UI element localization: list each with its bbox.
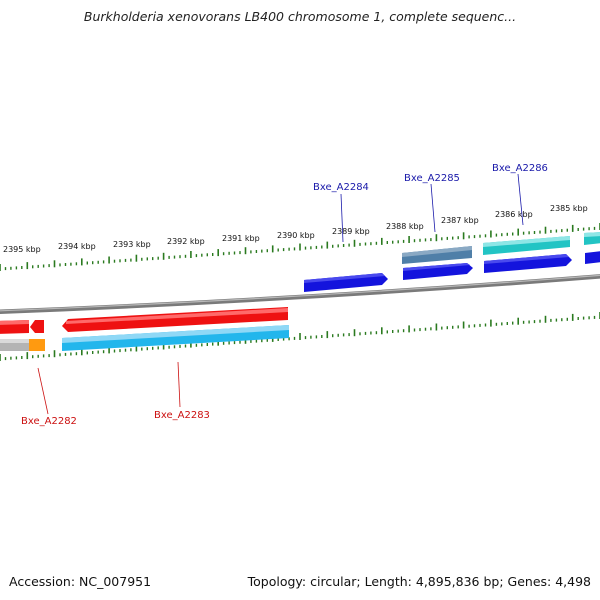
map-title: Burkholderia xenovorans LB400 chromosome… <box>83 9 517 24</box>
gene-label-bxe-a2283[interactable]: Bxe_A2283 <box>154 410 210 421</box>
gene-feature-steel[interactable] <box>402 246 472 264</box>
cds-feature-reverse-3[interactable] <box>62 307 288 332</box>
chromosome-backbone <box>0 274 600 315</box>
cds-feature-forward-3[interactable] <box>484 254 572 273</box>
scale-label: 2394 kbp <box>58 242 96 251</box>
cds-feature-forward-4[interactable] <box>585 251 600 264</box>
callout-line-bxe-a2282 <box>37 367 49 415</box>
chromosome-backbone-highlight <box>0 274 600 312</box>
callout-line-bxe-a2285 <box>430 183 436 233</box>
gene-label-bxe-a2286[interactable]: Bxe_A2286 <box>492 163 548 174</box>
gene-feature-sky[interactable] <box>62 325 289 351</box>
gene-feature-orange[interactable] <box>29 339 45 351</box>
scale-label: 2388 kbp <box>386 222 424 231</box>
scale-label: 2386 kbp <box>495 210 533 219</box>
accession-text: Accession: NC_007951 <box>9 574 152 589</box>
cds-feature-reverse-2[interactable] <box>30 320 44 333</box>
cds-feature-reverse-1[interactable] <box>0 320 29 334</box>
gene-label-bxe-a2285[interactable]: Bxe_A2285 <box>404 173 460 184</box>
scale-labels: 2395 kbp 2394 kbp 2393 kbp 2392 kbp 2391 kbp… <box>3 204 588 254</box>
scale-label: 2391 kbp <box>222 234 260 243</box>
scale-label: 2393 kbp <box>113 240 151 249</box>
scale-ticks-top <box>0 223 600 271</box>
callout-line-bxe-a2286 <box>517 173 524 226</box>
scale-label: 2385 kbp <box>550 204 588 213</box>
gene-feature-grey[interactable] <box>0 339 29 351</box>
scale-label: 2387 kbp <box>441 216 479 225</box>
gene-label-bxe-a2284[interactable]: Bxe_A2284 <box>313 182 369 193</box>
scale-label: 2389 kbp <box>332 227 370 236</box>
cds-feature-forward-2[interactable] <box>403 263 473 280</box>
gene-feature-teal-right[interactable] <box>584 232 600 245</box>
scale-label: 2395 kbp <box>3 245 41 254</box>
gene-label-bxe-a2282[interactable]: Bxe_A2282 <box>21 416 77 427</box>
callout-line-bxe-a2283 <box>177 361 181 408</box>
cds-feature-forward-1[interactable] <box>304 273 388 292</box>
scale-label: 2392 kbp <box>167 237 205 246</box>
callout-line-bxe-a2284 <box>340 193 344 243</box>
genome-summary-text: Topology: circular; Length: 4,895,836 bp… <box>247 574 591 589</box>
gene-feature-teal[interactable] <box>483 236 570 255</box>
scale-label: 2390 kbp <box>277 231 315 240</box>
